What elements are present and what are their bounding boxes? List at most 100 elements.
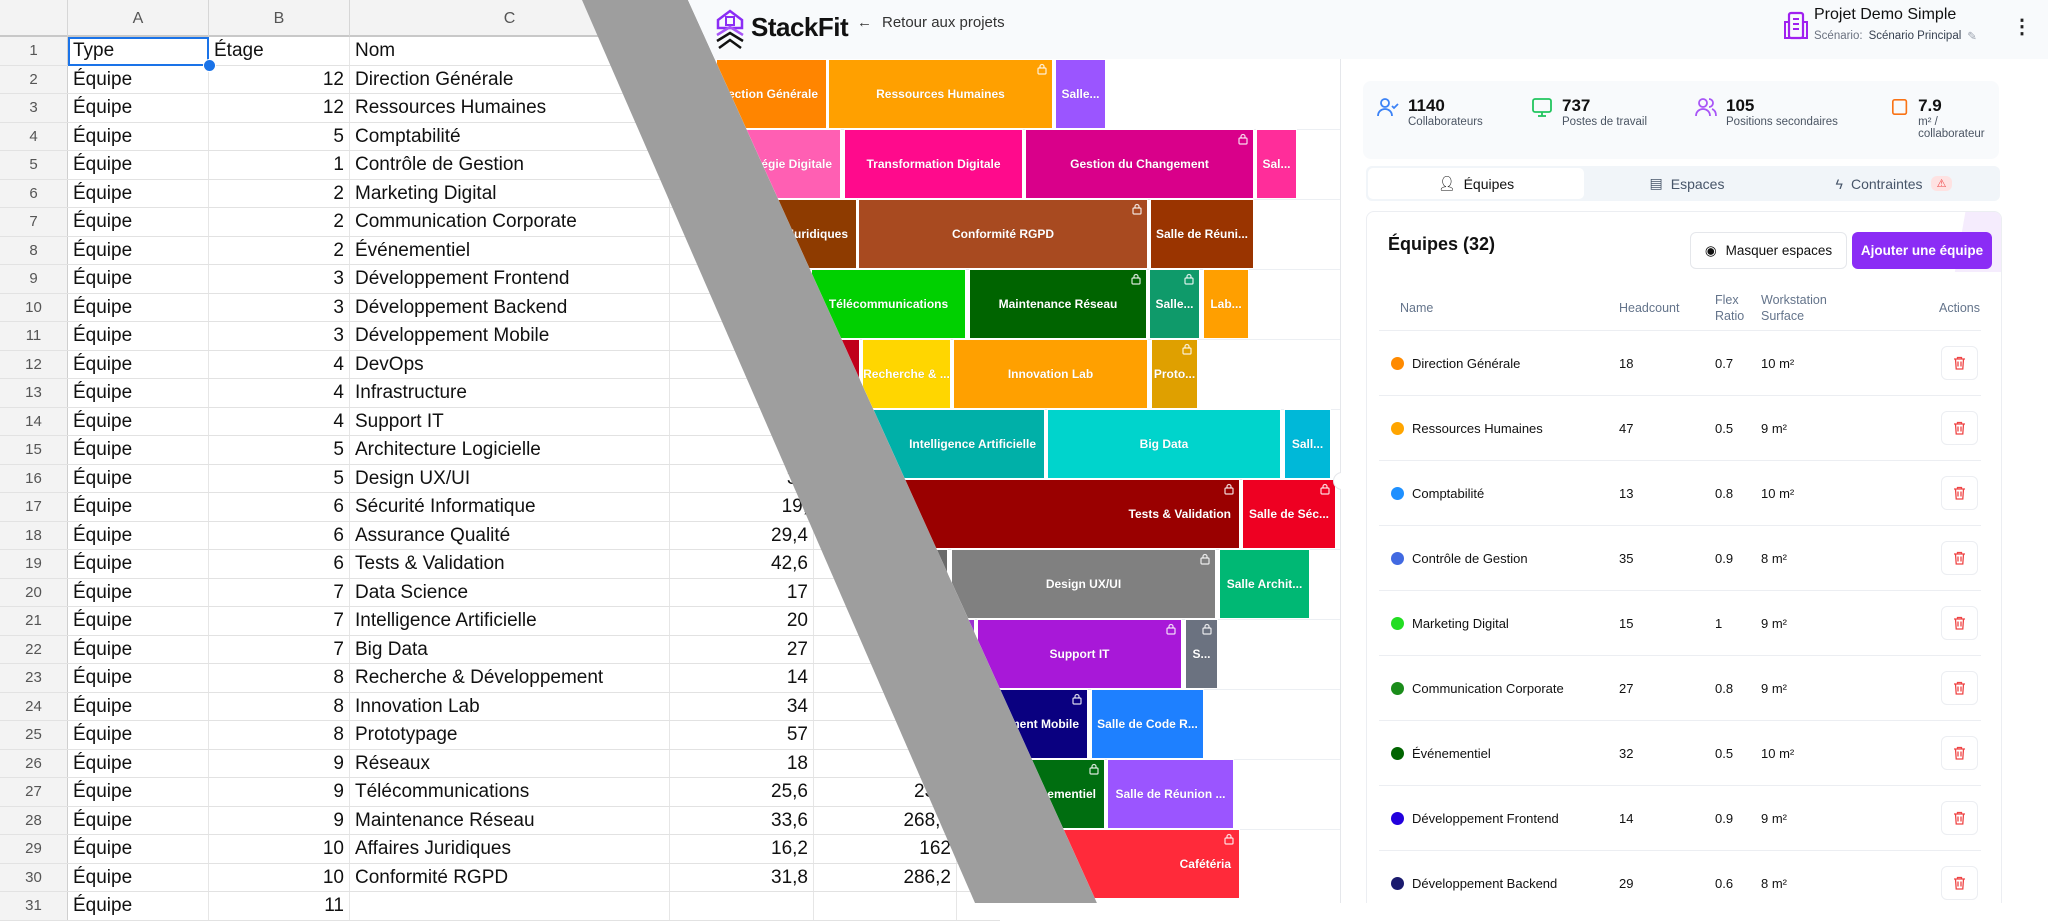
cell-a[interactable]: Équipe — [68, 550, 209, 578]
cell-c[interactable]: Développement Frontend — [350, 265, 670, 293]
cell-c[interactable]: Communication Corporate — [350, 208, 670, 236]
cell-c[interactable]: Comptabilité — [350, 122, 670, 150]
cell-b[interactable]: 8 — [209, 721, 350, 749]
cell-b[interactable]: 8 — [209, 692, 350, 720]
delete-team-button[interactable] — [1941, 476, 1978, 510]
treemap-block[interactable]: Support IT — [977, 619, 1182, 689]
row-number[interactable]: 11 — [0, 322, 68, 350]
row-number[interactable]: 22 — [0, 635, 68, 663]
cell-b[interactable]: 12 — [209, 94, 350, 122]
cell-a[interactable]: Équipe — [68, 692, 209, 720]
cell-a[interactable]: Équipe — [68, 806, 209, 834]
team-row[interactable]: Marketing Digital 15 1 9 m² — [1379, 590, 1981, 656]
cell-d[interactable]: 19, — [670, 493, 814, 521]
cell-c[interactable]: Maintenance Réseau — [350, 806, 670, 834]
cell-d[interactable]: 33,6 — [670, 806, 814, 834]
cell-a[interactable]: Équipe — [68, 607, 209, 635]
treemap-block[interactable]: Salle Archit... — [1219, 549, 1310, 619]
cell-b[interactable]: 11 — [209, 892, 350, 920]
add-team-button[interactable]: Ajouter une équipe — [1852, 232, 1992, 269]
treemap-block[interactable]: Gestion du Changement — [1025, 129, 1254, 199]
row-number[interactable]: 5 — [0, 151, 68, 179]
cell-c[interactable]: Télécommunications — [350, 778, 670, 806]
scenario-selector[interactable]: Scénario: Scénario Principal ✎ — [1814, 29, 1977, 43]
back-to-projects-link[interactable]: ← Retour aux projets — [857, 14, 1005, 31]
cell-b[interactable]: 3 — [209, 265, 350, 293]
row-number[interactable]: 4 — [0, 122, 68, 150]
team-row[interactable]: Ressources Humaines 47 0.5 9 m² — [1379, 395, 1981, 461]
cell-b[interactable]: 6 — [209, 521, 350, 549]
row-number[interactable]: 23 — [0, 664, 68, 692]
more-menu-icon[interactable]: ⋮ — [2012, 16, 2032, 38]
row-number[interactable]: 25 — [0, 721, 68, 749]
cell-b[interactable]: 9 — [209, 806, 350, 834]
cell-a[interactable]: Équipe — [68, 122, 209, 150]
cell-b[interactable]: 9 — [209, 749, 350, 777]
cell-d[interactable] — [670, 892, 814, 920]
cell-a[interactable]: Équipe — [68, 436, 209, 464]
cell-c[interactable]: Architecture Logicielle — [350, 436, 670, 464]
treemap-block[interactable]: Proto... — [1151, 339, 1198, 409]
cell-c[interactable]: Événementiel — [350, 236, 670, 264]
cell-a[interactable]: Équipe — [68, 407, 209, 435]
row-number[interactable]: 13 — [0, 379, 68, 407]
row-number[interactable]: 26 — [0, 749, 68, 777]
fill-handle[interactable] — [203, 59, 216, 72]
team-row[interactable]: Comptabilité 13 0.8 10 m² — [1379, 460, 1981, 526]
cell-c[interactable]: DevOps — [350, 350, 670, 378]
tab-equipes[interactable]: 👤︎ Équipes — [1368, 168, 1584, 199]
row-number[interactable]: 10 — [0, 293, 68, 321]
team-row[interactable]: Développement Frontend 14 0.9 9 m² — [1379, 785, 1981, 851]
tab-contraintes[interactable]: ϟ Contraintes ⚠ — [1790, 168, 1998, 199]
cell-a[interactable]: Équipe — [68, 464, 209, 492]
cell-c[interactable]: Affaires Juridiques — [350, 835, 670, 863]
cell-a[interactable]: Équipe — [68, 635, 209, 663]
row-number[interactable]: 14 — [0, 407, 68, 435]
cell-c[interactable]: Big Data — [350, 635, 670, 663]
cell-d[interactable]: 42,6 — [670, 550, 814, 578]
cell-a[interactable]: Équipe — [68, 151, 209, 179]
treemap-block[interactable]: S... — [1185, 619, 1218, 689]
cell-a[interactable]: Équipe — [68, 208, 209, 236]
row-number[interactable]: 18 — [0, 521, 68, 549]
cell-b[interactable]: 7 — [209, 635, 350, 663]
row-number[interactable]: 2 — [0, 65, 68, 93]
cell-c[interactable]: Réseaux — [350, 749, 670, 777]
hide-spaces-button[interactable]: ◉ Masquer espaces — [1690, 232, 1847, 269]
team-row[interactable]: Développement Backend 29 0.6 8 m² — [1379, 850, 1981, 903]
treemap-block[interactable]: Salle de Code R... — [1091, 689, 1204, 759]
cell-a[interactable]: Équipe — [68, 350, 209, 378]
treemap-block[interactable]: Recherche & ... — [862, 339, 951, 409]
cell-d[interactable]: 25,6 — [670, 778, 814, 806]
cell-a[interactable]: Équipe — [68, 322, 209, 350]
cell-a[interactable]: Équipe — [68, 94, 209, 122]
row-number[interactable]: 16 — [0, 464, 68, 492]
cell-c[interactable]: Innovation Lab — [350, 692, 670, 720]
cell-b[interactable]: 12 — [209, 65, 350, 93]
cell-b[interactable]: Étage — [209, 37, 350, 65]
cell-c[interactable]: Marketing Digital — [350, 179, 670, 207]
select-all-corner[interactable] — [0, 0, 68, 37]
treemap-block[interactable]: Salle de Séc... — [1242, 479, 1336, 549]
delete-team-button[interactable] — [1941, 866, 1978, 900]
cell-b[interactable]: 5 — [209, 464, 350, 492]
cell-c[interactable]: Sécurité Informatique — [350, 493, 670, 521]
delete-team-button[interactable] — [1941, 736, 1978, 770]
cell-c[interactable]: Prototypage — [350, 721, 670, 749]
cell-a[interactable]: Équipe — [68, 664, 209, 692]
row-number[interactable]: 8 — [0, 236, 68, 264]
row-number[interactable]: 27 — [0, 778, 68, 806]
treemap-block[interactable]: Salle... — [1055, 59, 1106, 129]
cell-c[interactable]: Intelligence Artificielle — [350, 607, 670, 635]
cell-d[interactable]: 34 — [670, 692, 814, 720]
cell-b[interactable]: 9 — [209, 778, 350, 806]
cell-b[interactable]: 1 — [209, 151, 350, 179]
cell-c[interactable]: Recherche & Développement — [350, 664, 670, 692]
cell-a[interactable]: Équipe — [68, 293, 209, 321]
row-number[interactable]: 28 — [0, 806, 68, 834]
cell-c[interactable]: Data Science — [350, 578, 670, 606]
cell-a[interactable]: Équipe — [68, 721, 209, 749]
treemap-block[interactable]: Design UX/UI — [951, 549, 1216, 619]
edit-icon[interactable]: ✎ — [1967, 31, 1977, 43]
cell-e[interactable]: 286,2 — [814, 863, 957, 891]
